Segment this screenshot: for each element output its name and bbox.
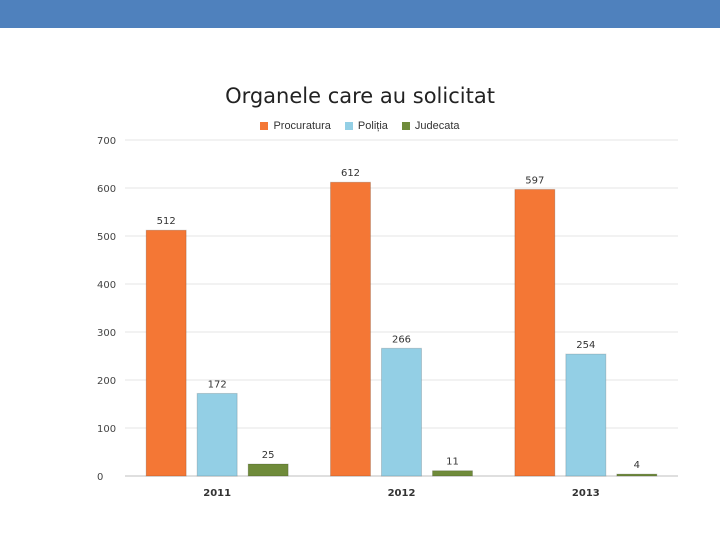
- y-tick-label: 400: [97, 280, 116, 291]
- data-label: 254: [576, 340, 595, 351]
- y-tick-label: 0: [97, 472, 103, 483]
- bar: [330, 181, 371, 477]
- bar: [196, 392, 238, 477]
- y-tick-label: 200: [97, 376, 116, 387]
- data-label: 512: [157, 216, 176, 227]
- bar: [381, 347, 422, 477]
- x-tick-label: 2011: [203, 488, 231, 499]
- header-bar: [0, 0, 720, 28]
- legend-label-politia: Poliția: [357, 120, 388, 132]
- y-tick-label: 500: [97, 232, 116, 243]
- legend-item-politia: Poliția: [344, 120, 388, 132]
- data-label: 266: [392, 334, 411, 345]
- data-label: 172: [208, 379, 227, 390]
- y-tick-label: 100: [97, 424, 116, 435]
- chart-title: Organele care au solicitat: [225, 84, 495, 108]
- data-label: 597: [525, 175, 544, 186]
- legend-item-procuratura: Procuratura: [260, 120, 331, 132]
- legend-swatch-politia: [344, 122, 353, 130]
- legend-swatch-judecata: [401, 122, 410, 130]
- legend-label-judecata: Judecata: [414, 120, 460, 132]
- bar: [432, 470, 473, 477]
- y-tick-label: 700: [97, 136, 116, 147]
- bar: [247, 463, 289, 477]
- y-tick-label: 600: [97, 184, 116, 195]
- legend-swatch-procuratura: [260, 122, 269, 130]
- x-tick-label: 2012: [388, 488, 416, 499]
- data-label: 4: [634, 460, 640, 471]
- legend: Procuratura Poliția Judecata: [0, 120, 720, 132]
- legend-item-judecata: Judecata: [401, 120, 460, 132]
- bar: [145, 229, 187, 477]
- bar: [565, 353, 607, 477]
- legend-label-procuratura: Procuratura: [273, 120, 331, 132]
- data-label: 25: [262, 450, 275, 461]
- data-label: 11: [446, 457, 459, 468]
- y-tick-label: 300: [97, 328, 116, 339]
- data-label: 612: [341, 168, 360, 179]
- bar: [514, 188, 556, 477]
- bar: [616, 473, 658, 477]
- x-tick-label: 2013: [572, 488, 600, 499]
